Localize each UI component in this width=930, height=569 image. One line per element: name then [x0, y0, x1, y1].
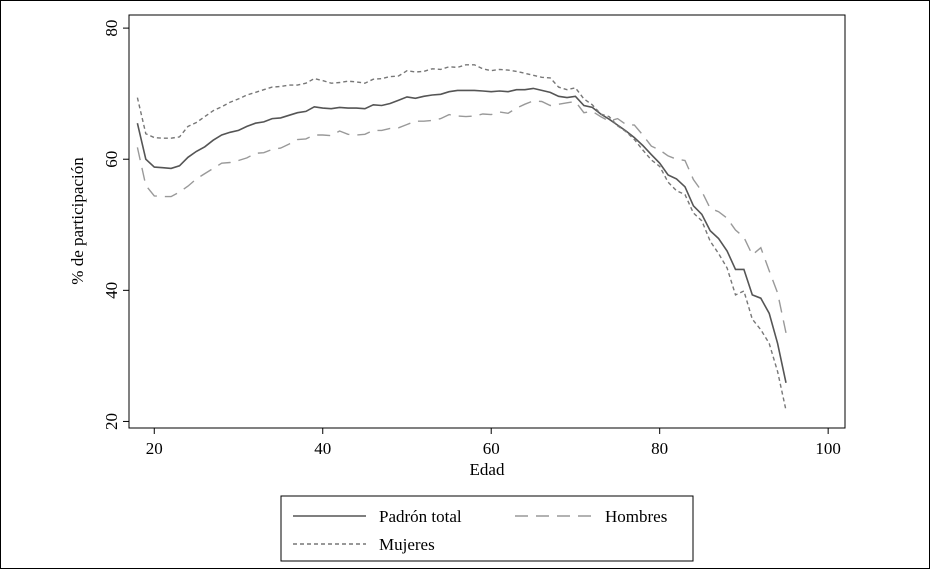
x-tick-label: 80 [651, 439, 668, 458]
legend-label: Hombres [605, 507, 667, 526]
x-tick-label: 40 [314, 439, 331, 458]
x-tick-label: 100 [815, 439, 841, 458]
series-line-hombres [136, 100, 787, 334]
y-tick-label: 40 [102, 282, 121, 299]
legend: Padrón total Hombres Mujeres [280, 495, 694, 562]
y-tick-label: 20 [102, 413, 121, 430]
series-line-mujeres [136, 64, 787, 411]
series-line-padr-n-total [136, 87, 787, 383]
y-tick-label: 60 [102, 151, 121, 168]
y-axis-title: % de participación [68, 157, 87, 285]
series-layer [136, 64, 787, 411]
plot-area [128, 14, 846, 429]
legend-label: Mujeres [379, 535, 435, 554]
x-tick-label: 20 [146, 439, 163, 458]
legend-items: Padrón total Hombres Mujeres [293, 507, 667, 554]
x-axis: 20 40 60 80 100 [146, 428, 841, 458]
legend-label: Padrón total [379, 507, 462, 526]
y-tick-label: 80 [102, 20, 121, 37]
x-axis-title: Edad [470, 460, 505, 479]
y-axis: 20 40 60 80 [102, 20, 129, 430]
x-tick-label: 60 [483, 439, 500, 458]
legend-box [280, 495, 694, 562]
